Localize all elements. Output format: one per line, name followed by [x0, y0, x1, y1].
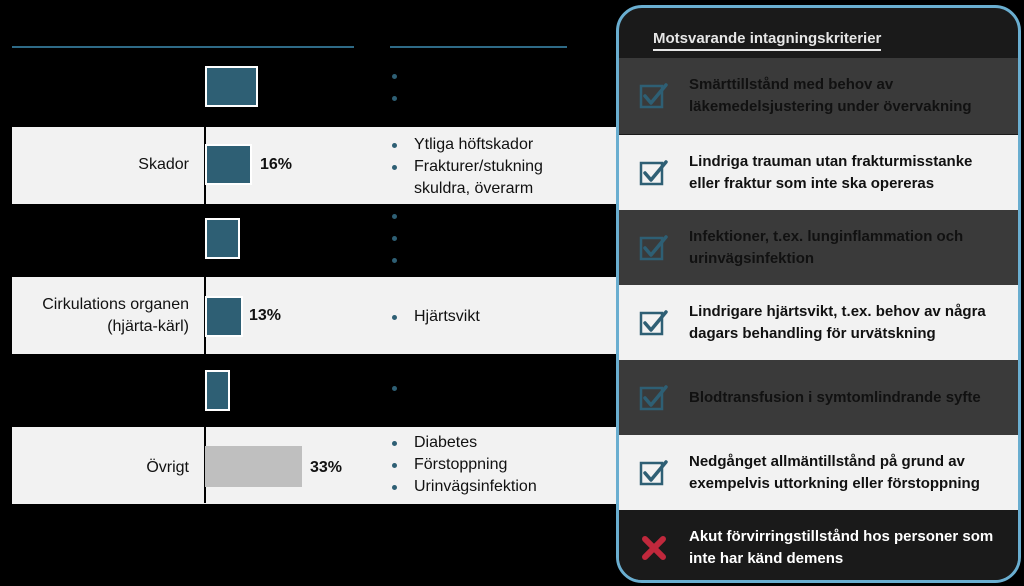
bullet-item: Diabetes: [390, 432, 537, 454]
row-band-skador: [12, 127, 616, 204]
bar-2: [205, 144, 252, 185]
bullet-dot: [392, 74, 397, 79]
criteria-panel: Motsvarande intagningskriterier Smärttil…: [616, 5, 1021, 583]
criteria-row: Nedgånget allmäntillstånd på grund av exe…: [619, 435, 1018, 511]
bullet-list-skador: Ytliga höftskador Frakturer/stukning sku…: [390, 134, 594, 200]
criteria-text-line: eller fraktur som inte ska opereras: [689, 175, 935, 192]
criteria-text-line: läkemedelsjustering under övervakning: [689, 98, 972, 115]
bullet-list-ovrigt: Diabetes Förstoppning Urinvägsinfektion: [390, 432, 537, 498]
criteria-text: Nedgånget allmäntillstånd på grund av exe…: [689, 451, 1010, 495]
bar-3: [205, 218, 240, 259]
bar-6: [205, 446, 302, 487]
bullet-list-cirkulation: Hjärtsvikt: [390, 306, 480, 328]
checkbox-check-icon: [639, 81, 669, 111]
bullet-item: Urinvägsinfektion: [390, 476, 537, 498]
category-label-skador: Skador: [138, 156, 189, 173]
bullet-item: Ytliga höftskador: [390, 134, 594, 156]
bullet-item: Frakturer/stukning skuldra, överarm: [390, 156, 594, 200]
criteria-text-line: Smärttillstånd med behov av: [689, 76, 894, 93]
cross-icon: [639, 533, 669, 563]
header-rule-left: [12, 46, 354, 48]
checkbox-check-icon: [639, 383, 669, 413]
criteria-text: Smärttillstånd med behov av läkemedelsjus…: [689, 74, 1010, 118]
value-label-cirkulation: 13%: [249, 307, 282, 324]
criteria-row: Lindrigare hjärtsvikt, t.ex. behov av nå…: [619, 285, 1018, 361]
header-rule-middle: [390, 46, 567, 48]
criteria-text-line: Nedgånget allmäntillstånd på grund av: [689, 453, 965, 470]
criteria-text-line: inte har känd demens: [689, 550, 844, 567]
criteria-row: Blodtransfusion i symtomlindrande syfte: [619, 360, 1018, 436]
bullet-dot: [392, 96, 397, 101]
bullet-item: Hjärtsvikt: [390, 306, 480, 328]
checkbox-check-icon: [639, 233, 669, 263]
criteria-text: Lindrigare hjärtsvikt, t.ex. behov av nå…: [689, 301, 1010, 345]
value-label-ovrigt: 33%: [310, 459, 343, 476]
criteria-text-line: urinvägsinfektion: [689, 250, 815, 267]
row-band-ovrigt: [12, 427, 616, 504]
bar-4: [205, 296, 243, 337]
checkbox-check-icon: [639, 308, 669, 338]
value-label-skador: 16%: [260, 156, 293, 173]
bar-5: [205, 370, 230, 411]
bullet-dot: [392, 258, 397, 263]
bullet-item: Förstoppning: [390, 454, 537, 476]
bullet-dot: [392, 386, 397, 391]
category-label-cirkulation: Cirkulations organen (hjärta-kärl): [42, 296, 189, 335]
criteria-row: Akut förvirringstillstånd hos personer s…: [619, 510, 1018, 580]
criteria-text: Akut förvirringstillstånd hos personer s…: [689, 526, 1010, 570]
criteria-row: Infektioner, t.ex. lunginflammation och u…: [619, 210, 1018, 286]
criteria-text-line: dagars behandling för urvätskning: [689, 325, 936, 342]
criteria-text-line: Blodtransfusion i symtomlindrande syfte: [689, 389, 981, 406]
criteria-text-line: exempelvis uttorkning eller förstoppning: [689, 475, 980, 492]
bullet-dot: [392, 214, 397, 219]
criteria-text: Infektioner, t.ex. lunginflammation och u…: [689, 226, 1010, 270]
bullet-dot: [392, 236, 397, 241]
panel-title: Motsvarande intagningskriterier: [653, 30, 882, 51]
criteria-text-line: Lindriga trauman utan frakturmisstanke: [689, 153, 973, 170]
criteria-text: Lindriga trauman utan frakturmisstanke el…: [689, 151, 1010, 195]
bar-1: [205, 66, 258, 107]
row-band-cirkulation: [12, 277, 616, 354]
criteria-row: Lindriga trauman utan frakturmisstanke el…: [619, 135, 1018, 211]
category-label-ovrigt: Övrigt: [146, 459, 189, 476]
checkbox-check-icon: [639, 158, 669, 188]
criteria-row: Smärttillstånd med behov av läkemedelsjus…: [619, 58, 1018, 134]
criteria-text-line: Akut förvirringstillstånd hos personer s…: [689, 528, 994, 545]
checkbox-check-icon: [639, 458, 669, 488]
criteria-text-line: Lindrigare hjärtsvikt, t.ex. behov av nå…: [689, 303, 986, 320]
criteria-text: Blodtransfusion i symtomlindrande syfte: [689, 387, 1010, 409]
criteria-text-line: Infektioner, t.ex. lunginflammation och: [689, 228, 964, 245]
